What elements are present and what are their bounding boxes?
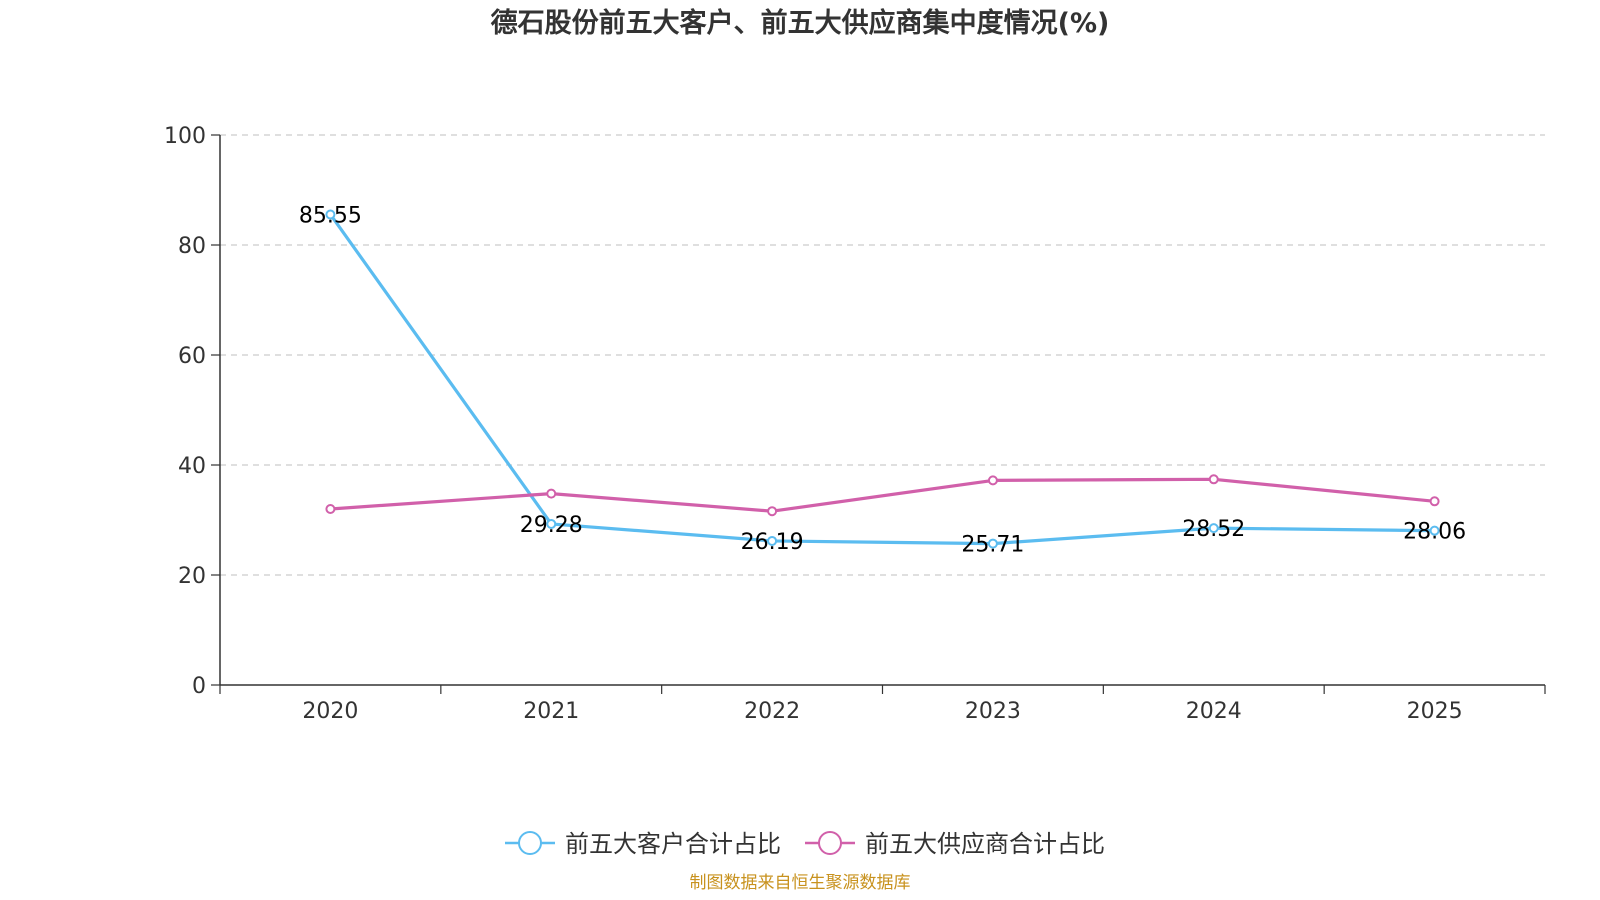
data-label: 25.71 — [961, 533, 1024, 558]
x-tick-label: 2021 — [523, 699, 579, 724]
data-point[interactable] — [987, 538, 998, 549]
x-tick-label: 2024 — [1186, 699, 1242, 724]
source-note: 制图数据来自恒生聚源数据库 — [690, 873, 911, 893]
data-point[interactable] — [546, 518, 557, 529]
data-point[interactable] — [325, 209, 336, 220]
data-point[interactable] — [987, 475, 998, 486]
y-tick-label: 60 — [178, 344, 206, 369]
data-point[interactable] — [546, 488, 557, 499]
x-tick-label: 2025 — [1407, 699, 1463, 724]
data-point[interactable] — [767, 506, 778, 517]
axes: 0 20 40 60 80 100 2020 2021 2022 2023 2024 2025 — [164, 124, 1546, 724]
data-point[interactable] — [1208, 474, 1219, 485]
data-label: 28.52 — [1182, 517, 1245, 542]
y-tick-label: 80 — [178, 234, 206, 259]
series-lines — [325, 209, 1440, 549]
data-label: 28.06 — [1403, 520, 1466, 545]
data-label: 26.19 — [741, 530, 804, 555]
x-tick-label: 2022 — [744, 699, 800, 724]
x-tick-label: 2020 — [302, 699, 358, 724]
x-tick-label: 2023 — [965, 699, 1021, 724]
data-point[interactable] — [767, 535, 778, 546]
data-label: 29.28 — [520, 513, 583, 538]
series-line-0 — [329, 213, 1435, 546]
data-point[interactable] — [1429, 496, 1440, 507]
legend-marker-icon — [518, 831, 542, 855]
data-label: 85.55 — [299, 203, 362, 228]
grid-lines — [220, 134, 1545, 576]
legend-label: 前五大供应商合计占比 — [865, 830, 1105, 858]
legend-marker-icon — [818, 831, 842, 855]
series-line-1 — [330, 477, 1435, 513]
data-point[interactable] — [325, 504, 336, 514]
data-point[interactable] — [1208, 523, 1219, 534]
legend-item-1[interactable]: 前五大供应商合计占比 — [805, 830, 1105, 858]
y-tick-label: 20 — [178, 564, 206, 589]
data-labels: 85.55 29.28 26.19 25.71 28.52 28.06 — [299, 203, 1466, 557]
y-tick-label: 100 — [164, 124, 206, 149]
data-point[interactable] — [1429, 525, 1440, 536]
chart-title: 德石股份前五大客户、前五大供应商集中度情况(%) — [491, 7, 1110, 39]
legend-label: 前五大客户合计占比 — [565, 830, 781, 858]
legend-item-0[interactable]: 前五大客户合计占比 — [505, 830, 781, 858]
legend[interactable]: 前五大客户合计占比 前五大供应商合计占比 — [505, 830, 1105, 858]
y-tick-label: 40 — [178, 454, 206, 479]
y-tick-label: 0 — [192, 674, 206, 699]
